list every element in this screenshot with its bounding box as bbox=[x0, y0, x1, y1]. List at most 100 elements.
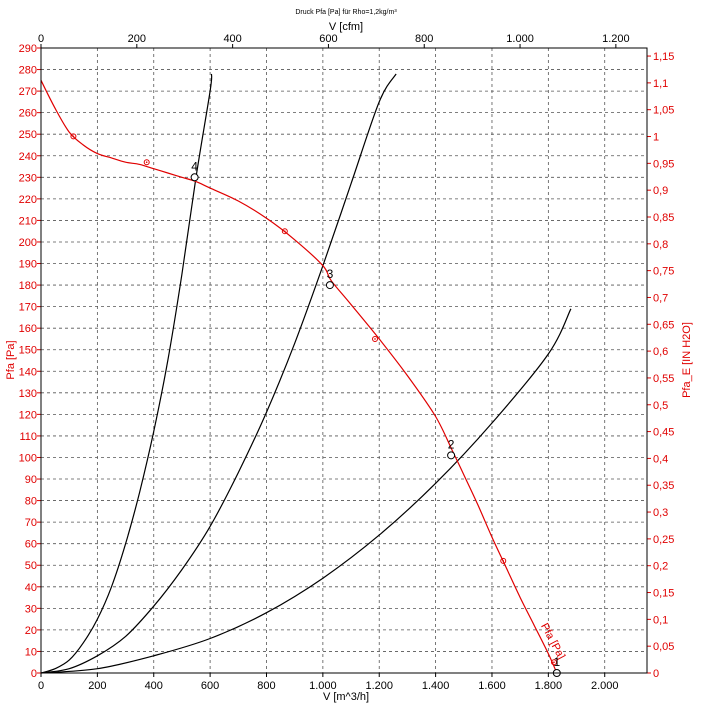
y-right-tick-label: 0,15 bbox=[653, 588, 674, 600]
fan-curve-marker-dot bbox=[374, 338, 376, 340]
fan-curve-marker bbox=[550, 659, 557, 666]
x-top-tick-label: 800 bbox=[415, 33, 433, 45]
y-right-tick-label: 1,1 bbox=[653, 78, 668, 90]
y-tick-label: 0 bbox=[31, 668, 37, 680]
y-right-tick-label: 0,8 bbox=[653, 239, 668, 251]
y-tick-label: 40 bbox=[25, 582, 37, 594]
y-tick-label: 190 bbox=[19, 259, 37, 271]
x-tick-label: 1.800 bbox=[535, 680, 563, 692]
fan-curve-marker-dot bbox=[145, 161, 148, 164]
x-tick-label: 1.400 bbox=[422, 680, 450, 692]
x-tick-label: 400 bbox=[145, 680, 163, 692]
y-right-tick-label: 0,4 bbox=[653, 453, 668, 465]
y-axis-label: Pfa [Pa] bbox=[5, 340, 17, 379]
operating-point-label: 1 bbox=[553, 655, 560, 669]
y-tick-label: 170 bbox=[19, 302, 37, 314]
y-tick-label: 250 bbox=[19, 129, 37, 141]
y-tick-label: 130 bbox=[19, 388, 37, 400]
x-top-tick-label: 400 bbox=[223, 33, 241, 45]
x-top-tick-label: 1.200 bbox=[602, 33, 630, 45]
operating-point-label: 4 bbox=[191, 159, 198, 173]
y-tick-label: 240 bbox=[19, 151, 37, 163]
y-right-tick-label: 0,45 bbox=[653, 427, 674, 439]
y-right-tick-label: 0,25 bbox=[653, 534, 674, 546]
y-right-tick-label: 0,5 bbox=[653, 400, 668, 412]
operating-point-marker bbox=[325, 281, 334, 290]
x-top-tick-label: 0 bbox=[38, 33, 44, 45]
fan-curve-line bbox=[40, 80, 558, 674]
y-tick-label: 160 bbox=[19, 323, 37, 335]
tick-labels: 0 200 400 600 800 1.000 1.200 1.400 1.600 1.800 2.… bbox=[19, 33, 675, 692]
x-tick-label: 2.000 bbox=[591, 680, 619, 692]
y-right-tick-label: 0,55 bbox=[653, 373, 674, 385]
y-right-tick-label: 0,7 bbox=[653, 292, 668, 304]
y-tick-label: 10 bbox=[25, 646, 37, 658]
y-tick-label: 100 bbox=[19, 452, 37, 464]
x-tick-label: 1.600 bbox=[478, 680, 506, 692]
y-right-tick-label: 0,95 bbox=[653, 158, 674, 170]
fan-curve-marker bbox=[281, 228, 288, 235]
fan-curve-marker bbox=[500, 557, 507, 564]
y-tick-label: 60 bbox=[25, 539, 37, 551]
y-tick-label: 140 bbox=[19, 366, 37, 378]
x-top-axis-label: V [cfm] bbox=[329, 21, 363, 33]
fan-curve-marker-dot bbox=[72, 135, 75, 138]
y-tick-label: 30 bbox=[25, 603, 37, 615]
x-top-tick-label: 600 bbox=[319, 33, 337, 45]
y-tick-label: 210 bbox=[19, 215, 37, 227]
y-tick-label: 70 bbox=[25, 517, 37, 529]
grid bbox=[41, 47, 647, 673]
y-tick-label: 50 bbox=[25, 560, 37, 572]
y-right-tick-label: 0,1 bbox=[653, 614, 668, 626]
y-tick-label: 80 bbox=[25, 496, 37, 508]
y-right-tick-label: 1,05 bbox=[653, 105, 674, 117]
y-tick-label: 120 bbox=[19, 409, 37, 421]
y-tick-label: 290 bbox=[19, 43, 37, 55]
x-tick-label: 600 bbox=[201, 680, 219, 692]
system-curve-line bbox=[40, 308, 572, 674]
fan-curve-marker-dot bbox=[502, 560, 505, 562]
fan-curve-marker bbox=[372, 335, 379, 342]
x-axis-label: V [m^3/h] bbox=[323, 691, 369, 703]
y-right-tick-label: 1 bbox=[653, 132, 659, 144]
y-tick-label: 260 bbox=[19, 108, 37, 120]
y-tick-label: 180 bbox=[19, 280, 37, 292]
y-right-tick-label: 0,2 bbox=[653, 561, 668, 573]
y-right-tick-label: 0,35 bbox=[653, 480, 674, 492]
system-curve-line bbox=[40, 73, 213, 674]
y-right-tick-label: 0,6 bbox=[653, 346, 668, 358]
y-right-tick-label: 0,3 bbox=[653, 507, 668, 519]
plot-frame bbox=[40, 47, 648, 674]
y-right-tick-label: 0,9 bbox=[653, 185, 668, 197]
operating-point-label: 2 bbox=[448, 437, 455, 451]
y-right-tick-label: 0,75 bbox=[653, 266, 674, 278]
y-right-tick-label: 0,85 bbox=[653, 212, 674, 224]
y-right-axis-label: Pfa_E [IN H2O] bbox=[681, 322, 693, 398]
operating-point-marker bbox=[447, 451, 456, 460]
system-curve-line bbox=[40, 73, 397, 674]
y-tick-label: 270 bbox=[19, 86, 37, 98]
y-right-tick-label: 1,15 bbox=[653, 51, 674, 63]
fan-curve-marker-dot bbox=[553, 661, 555, 664]
y-tick-label: 200 bbox=[19, 237, 37, 249]
y-tick-label: 20 bbox=[25, 625, 37, 637]
x-tick-label: 1.000 bbox=[309, 680, 337, 692]
y-right-tick-label: 0,05 bbox=[653, 641, 674, 653]
operating-point-label: 3 bbox=[327, 267, 334, 281]
operating-point-marker bbox=[190, 173, 199, 182]
x-tick-label: 1.200 bbox=[365, 680, 393, 692]
x-tick-label: 0 bbox=[38, 680, 44, 692]
y-tick-label: 110 bbox=[19, 431, 37, 443]
x-top-tick-label: 1.000 bbox=[506, 33, 534, 45]
y-tick-label: 280 bbox=[19, 65, 37, 77]
y-tick-label: 90 bbox=[25, 474, 37, 486]
x-tick-label: 800 bbox=[257, 680, 275, 692]
y-tick-label: 150 bbox=[19, 345, 37, 357]
chart-title: Druck Pfa [Pa] für Rho=1,2kg/m³ bbox=[295, 9, 397, 16]
x-tick-label: 200 bbox=[88, 680, 106, 692]
y-tick-label: 230 bbox=[19, 172, 37, 184]
fan-curve-marker-dot bbox=[284, 230, 286, 232]
y-right-tick-label: 0 bbox=[653, 668, 659, 680]
